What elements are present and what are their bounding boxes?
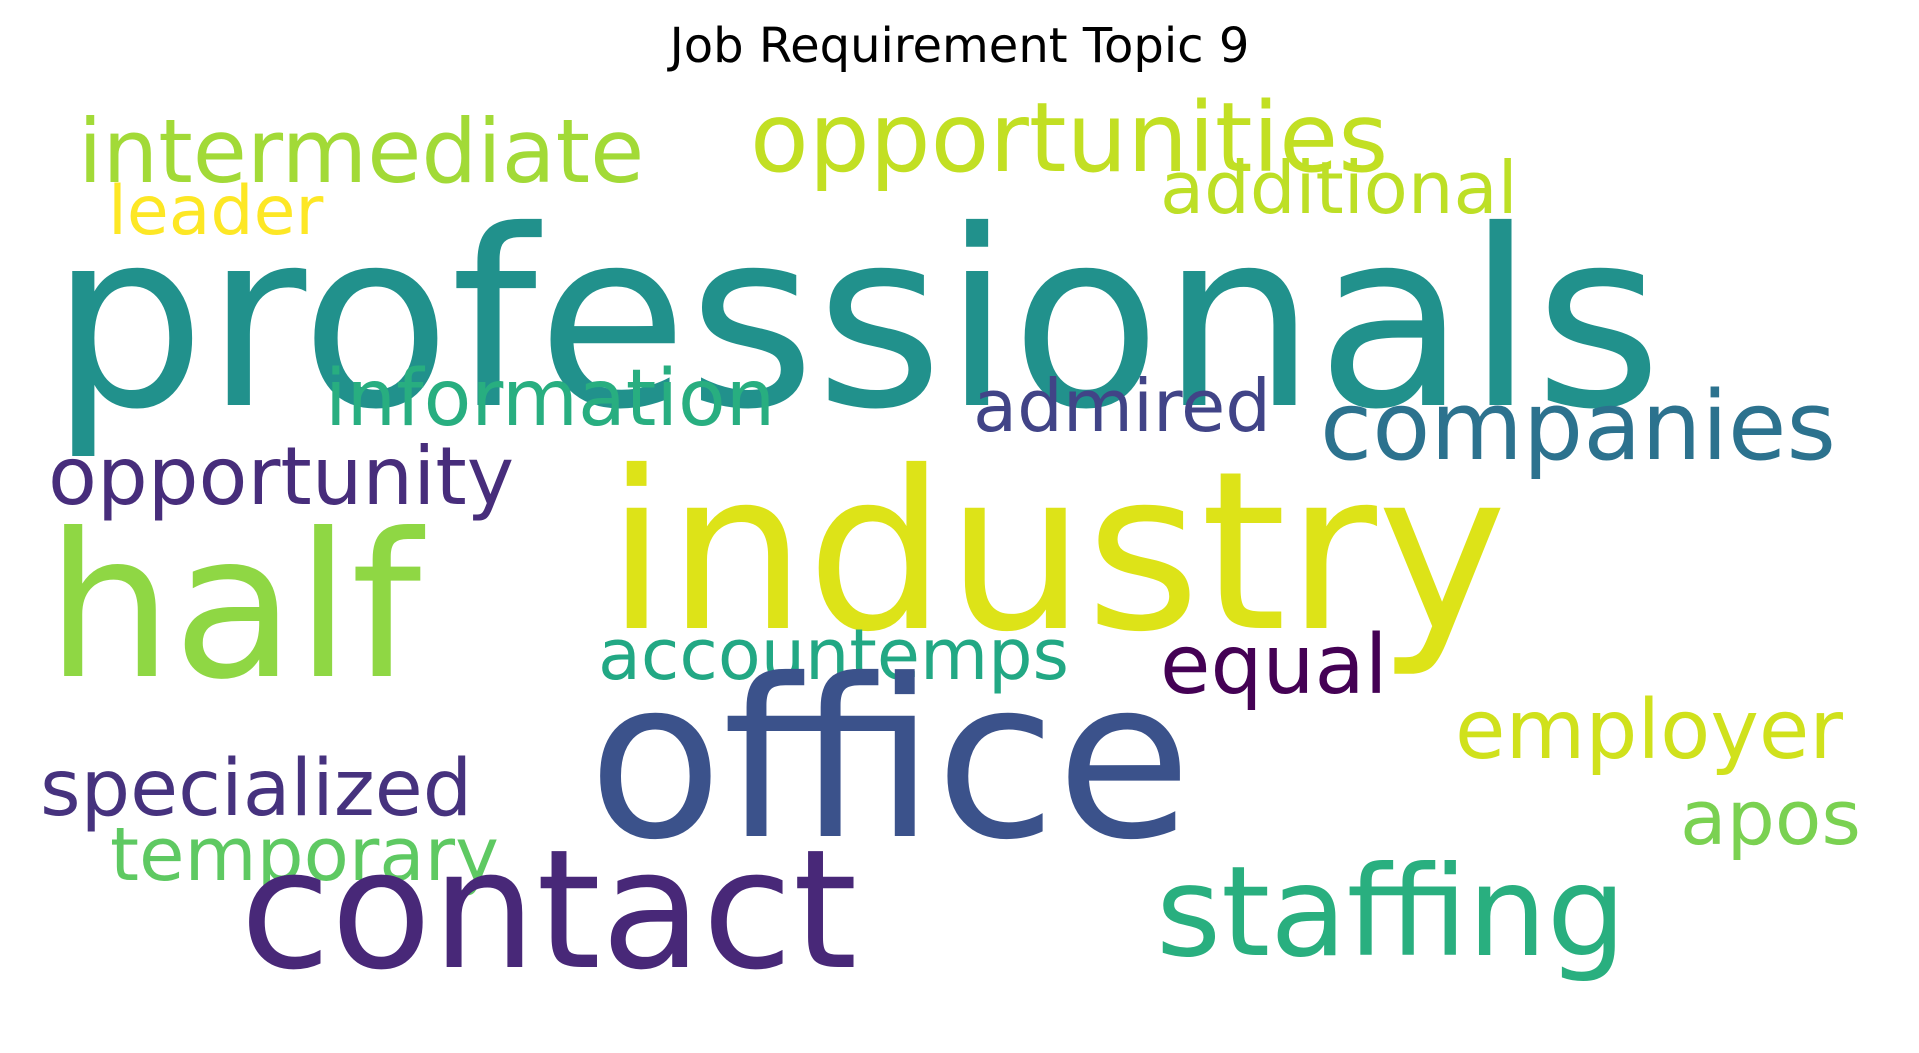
word-opportunity: opportunity xyxy=(48,430,515,523)
word-contact: contact xyxy=(240,814,858,1006)
word-accountemps: accountemps xyxy=(598,614,1070,696)
word-additional: additional xyxy=(1160,146,1518,230)
word-intermediate: intermediate xyxy=(78,100,645,203)
word-information: information xyxy=(325,354,776,444)
word-specialized: specialized xyxy=(40,744,473,834)
word-half: half xyxy=(46,491,422,724)
word-companies: companies xyxy=(1320,372,1836,482)
word-professionals: professionals xyxy=(50,178,1663,463)
word-equal: equal xyxy=(1160,618,1388,713)
word-employer: employer xyxy=(1455,683,1844,778)
word-admired: admired xyxy=(973,364,1271,448)
word-temporary: temporary xyxy=(110,812,499,898)
word-cloud-title: Job Requirement Topic 9 xyxy=(669,18,1250,74)
word-staffing: staffing xyxy=(1156,840,1627,985)
word-apos: apos xyxy=(1680,773,1861,862)
word-office: office xyxy=(588,632,1192,888)
word-industry: industry xyxy=(606,424,1508,680)
word-opportunities: opportunities xyxy=(750,82,1389,194)
word-cloud: professionals intermediate opportunities… xyxy=(40,90,1900,1050)
word-leader: leader xyxy=(108,172,324,251)
